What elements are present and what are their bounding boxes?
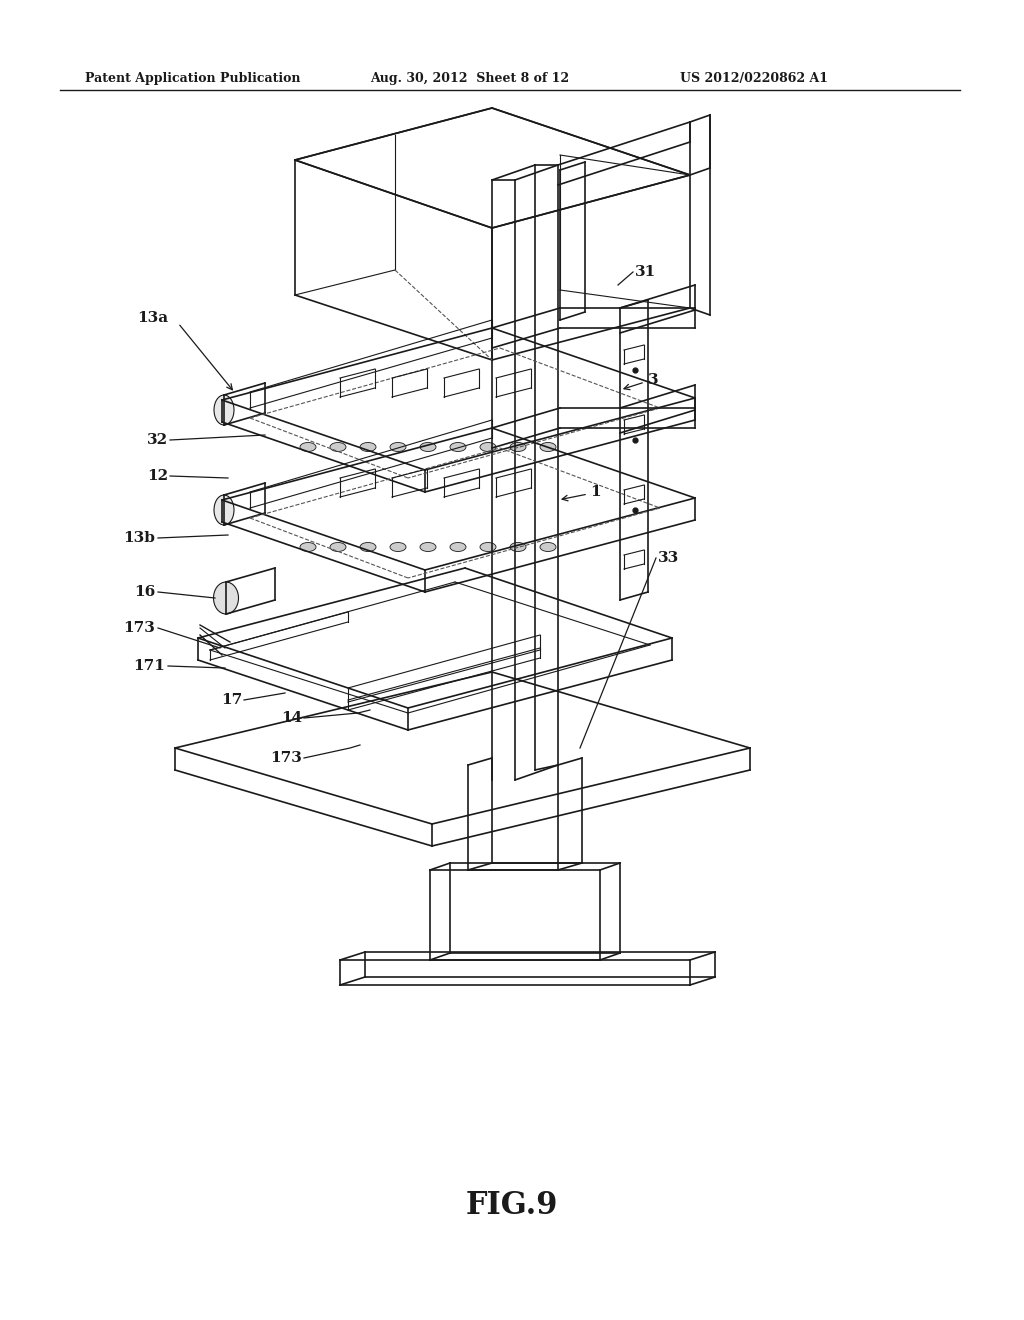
Ellipse shape (330, 543, 346, 552)
Ellipse shape (214, 495, 234, 525)
Text: 12: 12 (146, 469, 168, 483)
Ellipse shape (510, 543, 526, 552)
Ellipse shape (300, 543, 316, 552)
Ellipse shape (480, 442, 496, 451)
Ellipse shape (510, 442, 526, 451)
Text: 32: 32 (146, 433, 168, 447)
Text: 3: 3 (648, 374, 658, 387)
Ellipse shape (540, 442, 556, 451)
Ellipse shape (480, 543, 496, 552)
Ellipse shape (330, 442, 346, 451)
Text: 1: 1 (590, 484, 601, 499)
Ellipse shape (420, 543, 436, 552)
Ellipse shape (300, 442, 316, 451)
Ellipse shape (540, 543, 556, 552)
Ellipse shape (390, 442, 406, 451)
Text: 173: 173 (123, 620, 155, 635)
Text: FIG.9: FIG.9 (466, 1191, 558, 1221)
Text: 17: 17 (221, 693, 242, 708)
Text: 171: 171 (133, 659, 165, 673)
Text: 31: 31 (635, 265, 656, 279)
Text: 13b: 13b (123, 531, 155, 545)
Text: US 2012/0220862 A1: US 2012/0220862 A1 (680, 73, 828, 84)
Text: 33: 33 (658, 550, 679, 565)
Text: 14: 14 (281, 711, 302, 725)
Text: 16: 16 (134, 585, 155, 599)
Ellipse shape (450, 543, 466, 552)
Ellipse shape (214, 395, 234, 425)
Ellipse shape (390, 543, 406, 552)
Text: Aug. 30, 2012  Sheet 8 of 12: Aug. 30, 2012 Sheet 8 of 12 (370, 73, 569, 84)
Text: 173: 173 (270, 751, 302, 766)
Text: Patent Application Publication: Patent Application Publication (85, 73, 300, 84)
Ellipse shape (420, 442, 436, 451)
Ellipse shape (450, 442, 466, 451)
Ellipse shape (213, 582, 239, 614)
Ellipse shape (360, 442, 376, 451)
Ellipse shape (360, 543, 376, 552)
Text: 13a: 13a (137, 312, 168, 325)
